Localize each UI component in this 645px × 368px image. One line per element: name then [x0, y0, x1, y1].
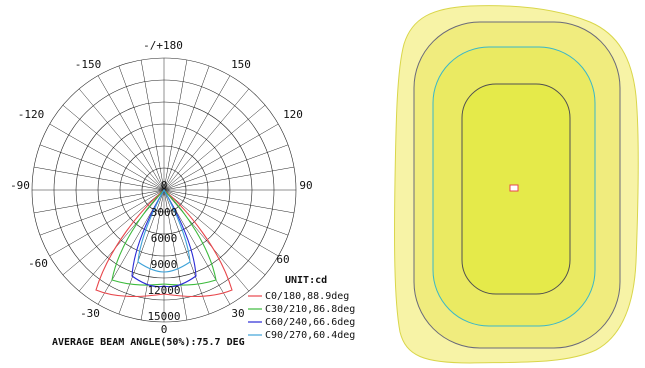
grid-spoke	[163, 75, 231, 191]
radial-label-9000: 9000	[151, 258, 178, 271]
angle-label-60: 60	[276, 253, 289, 266]
curve-c60-240	[131, 188, 197, 288]
radial-label-12000: 12000	[147, 284, 180, 297]
angle-label-neg30: -30	[80, 307, 100, 320]
grid-spoke	[118, 189, 165, 315]
grid-spoke	[140, 189, 165, 321]
angle-label-0: 0	[161, 323, 168, 336]
grid-spoke	[163, 189, 295, 214]
angle-label-neg150: -150	[75, 58, 102, 71]
angle-label-30: 30	[231, 307, 244, 320]
grid-spoke	[163, 189, 188, 321]
angle-label-150: 150	[231, 58, 251, 71]
angle-label-120: 120	[283, 108, 303, 121]
grid-spoke	[163, 88, 250, 191]
angle-label-neg60: -60	[28, 257, 48, 270]
legend-label-c30: C30/210,86.8deg	[265, 304, 355, 315]
grid-spoke	[163, 166, 295, 191]
angle-label-neg120: -120	[18, 108, 45, 121]
grid-spoke	[118, 65, 165, 191]
grid-spoke	[33, 189, 165, 214]
polar-diagram: -/+180 -150 150 -120 120 -90 90 -60 60 -…	[10, 39, 355, 348]
legend: C0/180,88.9deg C30/210,86.8deg C60/240,6…	[248, 291, 355, 341]
grid-spoke	[78, 88, 165, 191]
grid-spoke	[163, 144, 289, 191]
grid-spoke	[33, 166, 165, 191]
angle-label-neg90: -90	[10, 179, 30, 192]
grid-spoke	[163, 189, 279, 257]
grid-spoke	[39, 189, 165, 236]
legend-label-c90: C90/270,60.4deg	[265, 330, 355, 341]
grid-spoke	[163, 65, 210, 191]
intensity-curves	[95, 188, 233, 297]
grid-spoke	[163, 104, 266, 191]
grid-spoke	[163, 189, 250, 292]
grid-spoke	[140, 59, 165, 191]
radial-label-0: 0	[161, 179, 168, 192]
curve-c0-180	[95, 189, 233, 297]
grid-spoke	[163, 123, 279, 191]
radial-label-3000: 3000	[151, 206, 178, 219]
grid-spoke	[39, 144, 165, 191]
isolux-diagram	[394, 5, 639, 364]
grid-spoke	[62, 104, 165, 191]
grid-spoke	[78, 189, 165, 292]
grid-spoke	[97, 75, 165, 191]
grid-spoke	[163, 189, 266, 276]
grid-spoke	[163, 189, 210, 315]
radial-label-6000: 6000	[151, 232, 178, 245]
angle-label-90: 90	[299, 179, 312, 192]
grid-spoke	[163, 59, 188, 191]
grid-spoke	[49, 123, 165, 191]
legend-label-c0: C0/180,88.9deg	[265, 291, 349, 302]
grid-spoke	[49, 189, 165, 257]
grid-spoke	[163, 189, 289, 236]
radial-label-15000: 15000	[147, 310, 180, 323]
legend-label-c60: C60/240,66.6deg	[265, 317, 355, 328]
curve-c30-210	[111, 189, 217, 286]
beam-angle-caption: AVERAGE BEAM ANGLE(50%):75.7 DEG	[52, 337, 245, 348]
angle-label-180: -/+180	[143, 39, 183, 52]
luminaire-marker	[509, 184, 519, 192]
curve-c90-270	[137, 188, 191, 273]
grid-spoke	[62, 189, 165, 276]
unit-label: UNIT:cd	[285, 275, 327, 286]
